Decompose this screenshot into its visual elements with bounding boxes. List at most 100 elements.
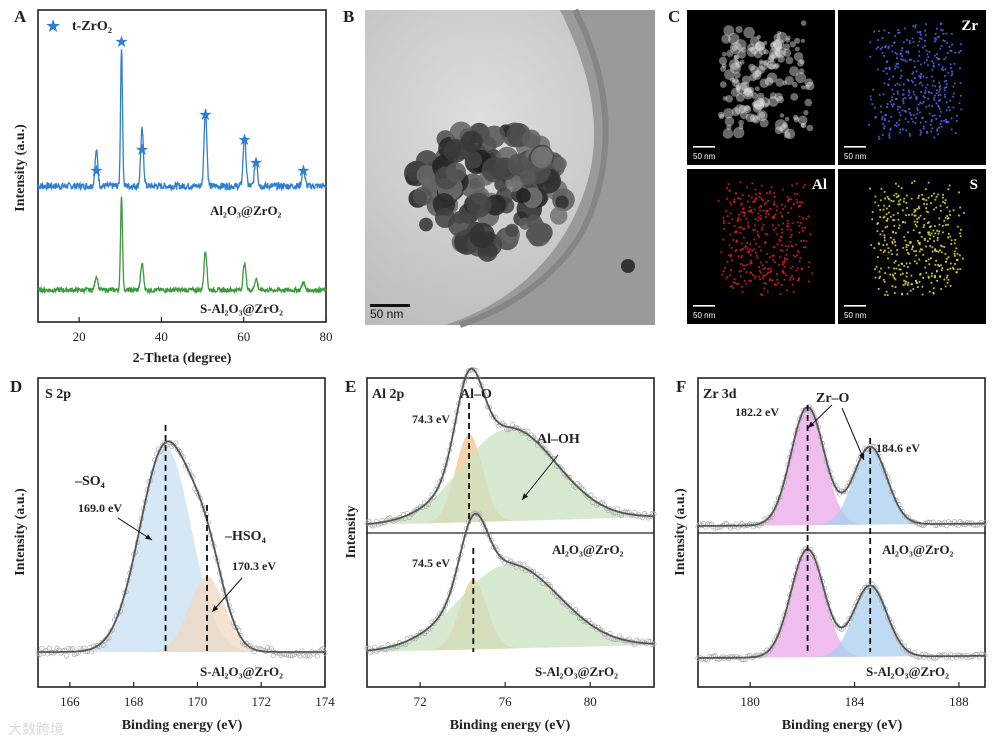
- map-pixel: [922, 75, 925, 78]
- map-background: [687, 10, 835, 165]
- map-pixel: [773, 38, 785, 50]
- map-pixel: [764, 212, 767, 215]
- map-pixel: [881, 230, 884, 233]
- map-pixel: [766, 253, 769, 255]
- map-pixel: [792, 278, 795, 280]
- x-axis-title: Binding energy (eV): [782, 718, 903, 733]
- map-pixel: [735, 82, 748, 95]
- map-pixel: [917, 286, 919, 289]
- map-pixel: [786, 228, 789, 231]
- map-pixel: [728, 222, 731, 224]
- map-pixel: [728, 59, 740, 70]
- map-pixel: [953, 252, 956, 255]
- map-pixel: [910, 274, 913, 277]
- map-pixel: [945, 119, 947, 121]
- map-pixel: [907, 282, 910, 284]
- map-pixel: [943, 219, 946, 222]
- map-pixel: [885, 290, 888, 293]
- map-pixel: [801, 226, 804, 229]
- map-pixel: [938, 35, 941, 38]
- map-pixel: [791, 265, 794, 268]
- map-pixel: [762, 199, 764, 201]
- map-pixel: [763, 203, 766, 205]
- map-pixel: [771, 216, 774, 219]
- map-pixel: [884, 249, 886, 252]
- map-pixel: [743, 87, 754, 97]
- map-pixel: [722, 216, 725, 219]
- map-pixel: [774, 46, 787, 58]
- map-pixel: [943, 246, 946, 248]
- map-pixel: [890, 200, 893, 202]
- map-pixel: [789, 228, 792, 231]
- map-pixel: [895, 125, 898, 128]
- map-pixel: [925, 207, 928, 209]
- scalebar-label: 50 nm: [844, 152, 867, 161]
- map-pixel: [888, 78, 891, 81]
- map-pixel: [950, 67, 952, 69]
- x-tick-label: 180: [740, 694, 760, 709]
- map-pixel: [913, 77, 916, 79]
- map-pixel: [725, 95, 733, 103]
- xps-plot: 166 168 170 172 174: [35, 425, 335, 709]
- map-pixel: [950, 32, 953, 35]
- map-pixel: [740, 226, 742, 228]
- map-pixel: [937, 250, 940, 253]
- map-pixel: [963, 212, 965, 214]
- peak-energy-bottom: 74.5 eV: [412, 556, 450, 570]
- map-pixel: [918, 258, 921, 261]
- map-pixel: [946, 257, 948, 260]
- map-pixel: [787, 200, 789, 203]
- map-pixel: [927, 181, 930, 184]
- map-pixel: [909, 242, 912, 244]
- map-pixel: [893, 103, 895, 106]
- map-pixel: [755, 197, 758, 200]
- map-pixel: [754, 188, 757, 191]
- map-pixel: [949, 285, 952, 287]
- map-pixel: [777, 224, 780, 227]
- map-pixel: [946, 276, 948, 279]
- map-pixel: [933, 96, 935, 99]
- map-pixel: [894, 244, 897, 247]
- map-pixel: [721, 273, 723, 276]
- map-pixel: [949, 267, 952, 270]
- map-pixel: [955, 247, 958, 250]
- map-pixel: [950, 239, 953, 242]
- data-point: [297, 653, 303, 659]
- map-pixel: [941, 68, 943, 70]
- map-pixel: [731, 107, 741, 116]
- map-pixel: [901, 93, 904, 96]
- map-pixel: [904, 280, 907, 283]
- map-pixel: [747, 221, 750, 224]
- map-pixel: [889, 236, 892, 239]
- map-pixel: [909, 289, 912, 292]
- map-pixel: [951, 70, 953, 73]
- map-pixel: [733, 278, 736, 281]
- map-pixel: [803, 110, 809, 116]
- map-pixel: [740, 248, 743, 251]
- map-pixel: [926, 222, 929, 225]
- map-pixel: [956, 258, 959, 261]
- nanoparticle: [550, 207, 568, 225]
- map-pixel: [928, 112, 931, 115]
- map-pixel: [741, 202, 744, 205]
- map-pixel: [778, 238, 781, 241]
- map-pixel: [937, 94, 940, 97]
- map-pixel: [788, 197, 790, 200]
- map-pixel: [881, 118, 883, 121]
- map-pixel: [884, 118, 886, 120]
- map-pixel: [750, 262, 753, 264]
- map-pixel: [882, 208, 885, 211]
- map-pixel: [886, 106, 888, 108]
- map-pixel: [919, 214, 922, 217]
- map-pixel: [746, 250, 749, 253]
- map-pixel: [930, 232, 933, 235]
- map-pixel: [747, 86, 755, 94]
- map-pixel: [798, 277, 800, 280]
- map-pixel: [939, 99, 941, 101]
- map-pixel: [942, 193, 944, 196]
- map-pixel: [749, 73, 757, 82]
- map-pixel: [787, 225, 790, 228]
- map-pixel: [740, 256, 743, 259]
- map-pixel: [933, 99, 936, 101]
- map-pixel: [937, 193, 939, 196]
